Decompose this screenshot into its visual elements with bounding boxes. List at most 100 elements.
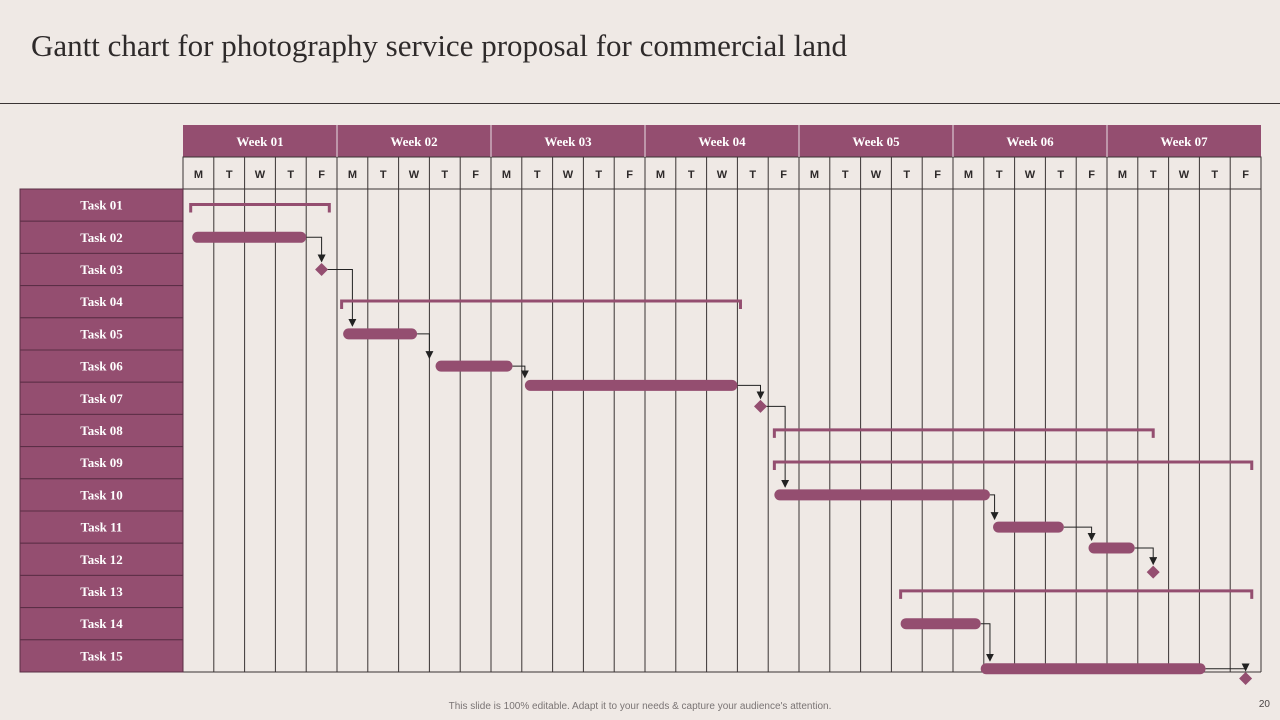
week-label: Week 06 [1006, 134, 1054, 149]
day-label: W [717, 169, 728, 181]
task-label: Task 08 [80, 423, 123, 438]
dependency-link [306, 236, 326, 263]
task-label: Task 12 [80, 552, 123, 567]
day-label: T [1057, 169, 1064, 181]
task-label: Task 14 [80, 616, 123, 631]
day-label: T [226, 169, 233, 181]
task-label-cell [19, 574, 184, 609]
day-label: F [626, 169, 633, 181]
task-bar [343, 328, 418, 340]
day-label: T [842, 169, 849, 181]
day-label: M [502, 169, 511, 181]
task-bar [1088, 542, 1135, 554]
dependency-link [321, 269, 357, 327]
summary-bracket [772, 428, 1155, 438]
task-label-cell [19, 607, 184, 641]
task-label-cell [19, 317, 184, 351]
task-labels: Task 01 Task 02 Task 03 Task 04 Task 05 Task … [19, 188, 184, 673]
task-bar [900, 618, 981, 630]
day-label: F [1088, 169, 1095, 181]
task-bar [192, 231, 307, 243]
title-divider [0, 103, 1280, 104]
dependency-link [512, 365, 529, 379]
day-label: T [441, 169, 448, 181]
day-label: F [934, 169, 941, 181]
task-label-cell [19, 252, 184, 287]
summary-bracket [899, 589, 1254, 599]
task-label-cell [19, 349, 184, 383]
week-header-band [183, 125, 1261, 157]
task-bar [524, 379, 738, 391]
slide-title: Gantt chart for photography service prop… [31, 28, 848, 63]
dependency-link [417, 333, 434, 360]
week-label: Week 01 [236, 134, 283, 149]
task-label-cell [19, 478, 184, 512]
task-label: Task 13 [80, 584, 123, 599]
day-label: W [1179, 169, 1190, 181]
day-label: F [472, 169, 479, 181]
day-label: M [348, 169, 357, 181]
dependency-link [760, 405, 790, 488]
day-label: W [409, 169, 420, 181]
task-label: Task 07 [80, 391, 123, 406]
task-label: Task 02 [80, 230, 123, 245]
week-label: Week 02 [390, 134, 437, 149]
task-bar [774, 489, 990, 501]
day-label: T [380, 169, 387, 181]
page-number: 20 [1258, 699, 1270, 710]
day-header-band [182, 156, 1262, 190]
summary-bracket [340, 299, 742, 310]
milestone-diamond [754, 399, 767, 413]
day-label: W [871, 169, 882, 181]
gantt-headers: Week 01 M T W T F Week 02 M T W T F Week 03 M T W T F Week… [182, 125, 1262, 190]
day-label: T [903, 169, 910, 181]
dependency-link [1063, 526, 1096, 542]
dependency-link [737, 384, 765, 400]
dependency-link [1205, 663, 1250, 672]
task-label: Task 10 [80, 487, 123, 502]
footer-note: This slide is 100% editable. Adapt it to… [448, 701, 832, 712]
task-bar [980, 663, 1206, 675]
task-label-cell [19, 413, 184, 448]
summary-bracket [772, 460, 1254, 471]
day-label: F [1242, 169, 1249, 181]
day-label: T [749, 169, 756, 181]
task-label-cell [19, 446, 184, 480]
summary-bracket [189, 202, 331, 213]
day-label: T [287, 169, 294, 181]
day-label: M [810, 169, 819, 181]
day-label: T [1211, 169, 1218, 181]
day-label: T [996, 169, 1003, 181]
day-label: T [1150, 169, 1157, 181]
day-label: T [534, 169, 541, 181]
milestone-diamond [315, 263, 329, 276]
day-label: W [1025, 169, 1036, 181]
task-label-cell [19, 220, 184, 254]
task-label: Task 01 [80, 198, 123, 213]
task-bar [435, 360, 513, 372]
day-label: T [595, 169, 602, 181]
task-label-cell [19, 639, 184, 673]
task-label-cell [19, 510, 184, 544]
task-label: Task 11 [81, 520, 123, 535]
day-label: T [688, 169, 695, 181]
day-label: W [563, 169, 574, 181]
task-label-cell [19, 381, 184, 415]
week-label: Week 05 [852, 134, 900, 149]
milestone-diamond [1146, 565, 1160, 579]
task-label-cell [19, 542, 184, 576]
week-label: Week 04 [698, 134, 746, 149]
task-label: Task 09 [80, 455, 123, 470]
day-label: M [964, 169, 973, 181]
day-label: M [194, 169, 203, 181]
milestone-diamond [1239, 671, 1253, 685]
task-bar [993, 521, 1064, 533]
task-label: Task 15 [80, 648, 123, 663]
task-label: Task 04 [80, 294, 123, 309]
day-label: F [318, 169, 325, 181]
task-label-cell [19, 188, 184, 222]
gantt-grid [20, 157, 1262, 673]
day-label: F [780, 169, 787, 181]
task-label: Task 03 [80, 262, 123, 277]
